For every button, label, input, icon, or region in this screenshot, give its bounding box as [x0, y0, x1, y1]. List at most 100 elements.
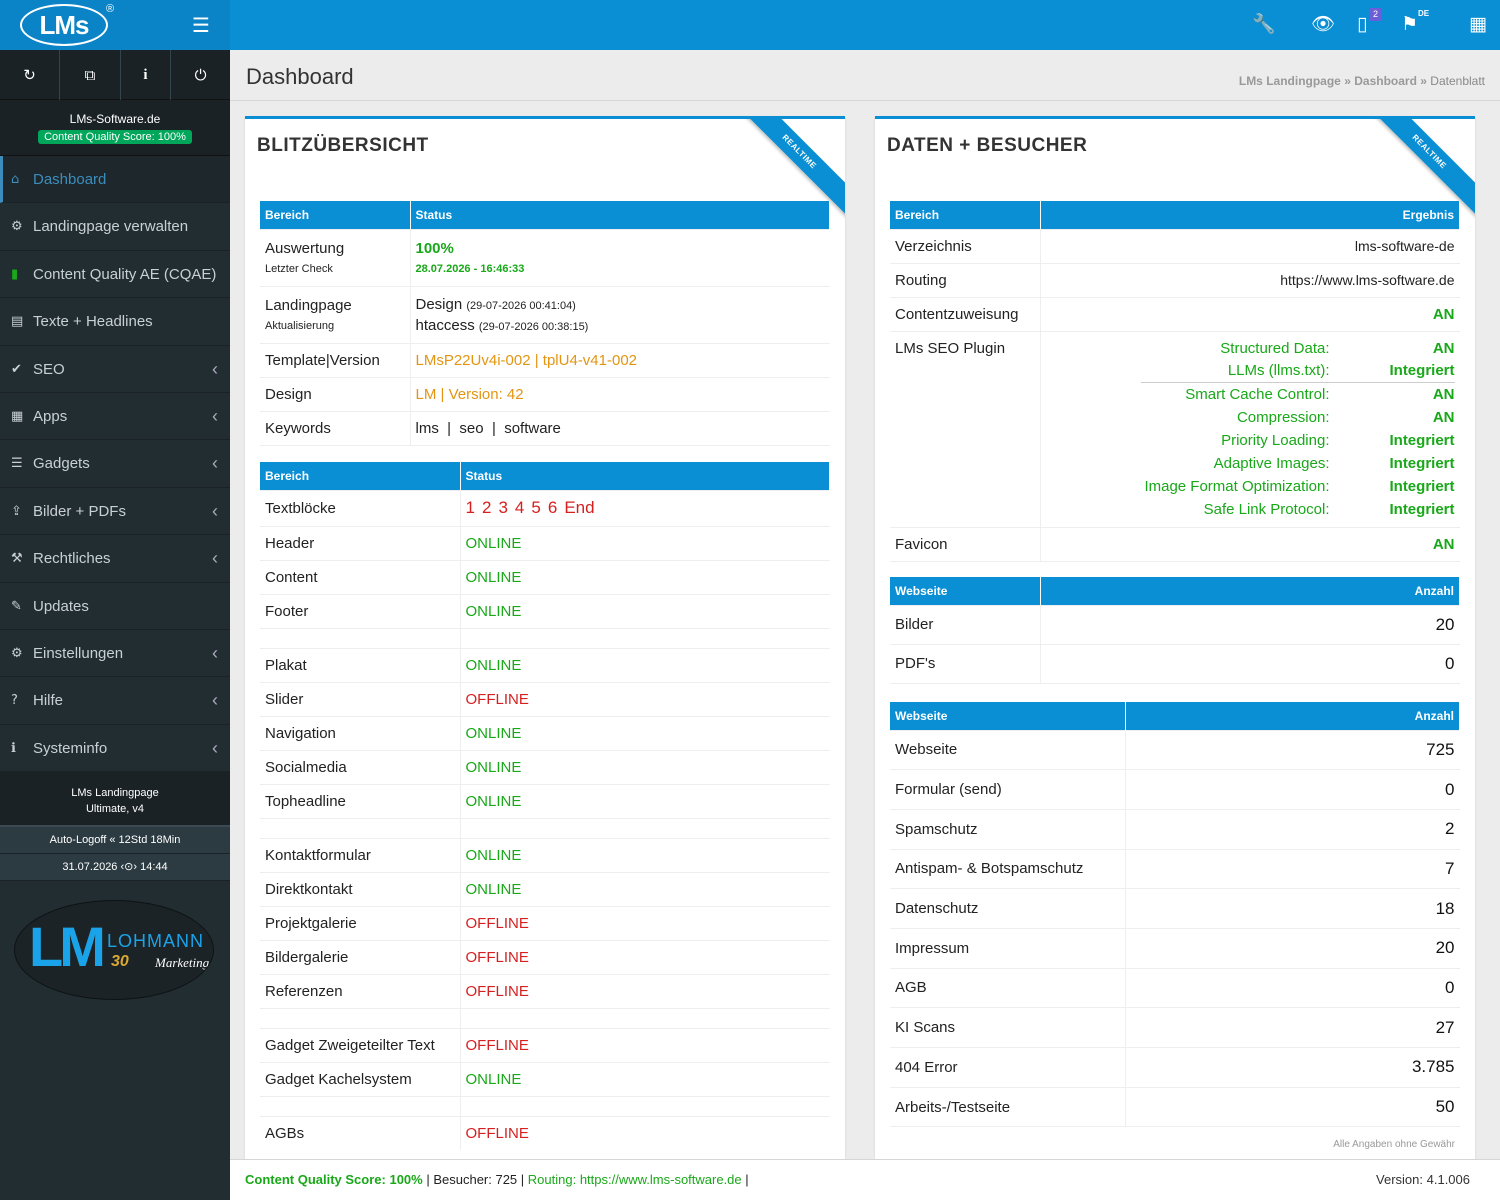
sidebar-item-systeminfo[interactable]: ℹ Systeminfo ‹: [0, 725, 230, 773]
version-box: LMs Landingpage Ultimate, v4: [0, 772, 230, 828]
disclaimer: Alle Angaben ohne Gewähr: [1333, 1139, 1455, 1150]
chevron-left-icon: ‹: [212, 737, 218, 758]
count-value: 20: [1125, 927, 1460, 969]
document-icon: ▤: [11, 314, 24, 330]
spacer-row: [260, 1007, 830, 1028]
table-row: Topheadline ONLINE: [260, 783, 830, 818]
sidebar-item-label: Apps: [33, 407, 68, 425]
sidebar-item-label: Einstellungen: [33, 644, 124, 662]
cogs-icon: ⚙: [11, 645, 23, 661]
breadcrumb-home[interactable]: LMs Landingpage: [1238, 74, 1341, 88]
table-row: Plakat ONLINE: [260, 647, 830, 682]
table-row: PDF's 0: [890, 643, 1460, 683]
lms-logo[interactable]: LMs: [20, 4, 108, 46]
sidebar-item-apps[interactable]: ▦ Apps ‹: [0, 393, 230, 441]
table-row: LMs SEO Plugin Structured Data: AN LLMs (l…: [890, 330, 1460, 527]
table-row: Gadget Kachelsystem ONLINE: [260, 1061, 830, 1096]
status-badge: ONLINE: [460, 837, 830, 872]
copy-icon[interactable]: ⧉: [84, 66, 96, 84]
overview-table: Bereich Status Auswertung Letzter Check 1…: [260, 201, 830, 446]
text-block-link[interactable]: 5: [531, 498, 541, 517]
table-header: Webseite Anzahl: [890, 702, 1460, 730]
seo-feature-row: Priority Loading: Integriert: [1221, 431, 1455, 449]
count-value: 3.785: [1125, 1047, 1460, 1088]
visitor-count-table: Webseite Anzahl Webseite 725 Formular (sen…: [890, 702, 1460, 1127]
sidebar-item-updates[interactable]: ✎ Updates: [0, 583, 230, 630]
table-row: Kontaktformular ONLINE: [260, 837, 830, 872]
sidebar-item-label: Rechtliches: [33, 550, 111, 568]
gear-icon: ⚙: [11, 219, 23, 235]
text-block-link[interactable]: 6: [547, 498, 558, 517]
footer-routing[interactable]: Routing: https://www.lms-software.de: [527, 1172, 742, 1187]
text-block-link[interactable]: 3: [498, 498, 508, 517]
text-block-link[interactable]: End: [564, 498, 595, 517]
sidebar-item-einstellungen[interactable]: ⚙ Einstellungen ‹: [0, 630, 230, 678]
sidebar-item-content-quality-ae-cqae[interactable]: ▮ Content Quality AE (CQAE): [0, 251, 230, 299]
tablet-icon[interactable]: ▯: [1357, 13, 1368, 35]
footer-quality: Content Quality Score: 100%: [245, 1172, 423, 1187]
count-value: 0: [1125, 769, 1460, 810]
text-block-link[interactable]: 1: [465, 498, 475, 517]
status-badge: ONLINE: [460, 559, 830, 594]
info-icon[interactable]: i: [143, 67, 148, 83]
chevron-left-icon: ‹: [212, 358, 218, 379]
grid-icon[interactable]: ▦: [1469, 13, 1487, 35]
text-block-link[interactable]: 2: [481, 498, 492, 517]
status-badge: ONLINE: [460, 1061, 830, 1096]
status-badge: ONLINE: [460, 749, 830, 784]
sidebar-item-gadgets[interactable]: ☰ Gadgets ‹: [0, 440, 230, 488]
table-row: Arbeits-/Testseite 50: [890, 1086, 1460, 1127]
table-row: Auswertung Letzter Check 100% 28.07.2026 -…: [260, 228, 830, 286]
divider: [120, 50, 121, 100]
refresh-icon[interactable]: ↻: [23, 66, 36, 84]
power-icon[interactable]: ⏻: [194, 66, 207, 84]
sidebar-item-texte-headlines[interactable]: ▤ Texte + Headlines: [0, 298, 230, 346]
text-block-links: 1 2 3 4 5 6 End: [460, 489, 830, 526]
cubes-icon: ▦: [11, 408, 24, 424]
table-row: KI Scans 27: [890, 1007, 1460, 1048]
status-badge: OFFLINE: [460, 973, 830, 1008]
menu-toggle-icon[interactable]: ☰: [192, 13, 210, 37]
sidebar-item-dashboard[interactable]: ⌂ Dashboard: [0, 156, 230, 204]
quality-score-badge: Content Quality Score: 100%: [38, 130, 192, 144]
flag-icon[interactable]: ⚑: [1401, 13, 1419, 35]
table-row: Socialmedia ONLINE: [260, 749, 830, 784]
wrench-icon: ✎: [11, 598, 22, 614]
sidebar-item-bilder-pdfs[interactable]: ⇪ Bilder + PDFs ‹: [0, 488, 230, 536]
site-name: LMs-Software.de: [69, 112, 161, 126]
routing-link[interactable]: https://www.lms-software.de: [1040, 262, 1460, 297]
table-row: AGBs OFFLINE: [260, 1115, 830, 1150]
sidebar-item-label: Bilder + PDFs: [33, 502, 126, 520]
spacer-row: [260, 627, 830, 648]
breadcrumb: LMs Landingpage » Dashboard » Datenblatt: [1238, 74, 1485, 88]
table-header: Bereich Status: [260, 462, 830, 490]
table-row: Spamschutz 2: [890, 808, 1460, 850]
date-time: 31.07.2026 ‹⊙› 14:44: [0, 854, 230, 882]
table-row: Bilder 20: [890, 604, 1460, 644]
text-block-link[interactable]: 4: [514, 498, 525, 517]
seo-feature-row: Image Format Optimization: Integriert: [1144, 477, 1455, 495]
eye-icon[interactable]: 👁: [1311, 13, 1336, 35]
status-badge: ONLINE: [460, 525, 830, 560]
sidebar-item-label: Texte + Headlines: [33, 313, 153, 331]
status-badge: OFFLINE: [460, 939, 830, 974]
table-row: Datenschutz 18: [890, 888, 1460, 929]
sidebar-item-seo[interactable]: ✔ SEO ‹: [0, 346, 230, 393]
gavel-icon: ⚒: [11, 551, 23, 567]
table-row: AGB 0: [890, 967, 1460, 1008]
chevron-left-icon: ‹: [212, 453, 218, 474]
table-row: Impressum 20: [890, 927, 1460, 969]
page-title: Dashboard: [246, 64, 354, 89]
wrench-icon[interactable]: 🔧: [1252, 13, 1276, 35]
sidebar-item-rechtliches[interactable]: ⚒ Rechtliches ‹: [0, 535, 230, 583]
sidebar-item-hilfe[interactable]: ? Hilfe ‹: [0, 677, 230, 725]
divider: [59, 50, 60, 100]
daten-besucher-panel: DATEN + BESUCHER REALTIME Bereich Ergebn…: [875, 116, 1475, 1159]
status-badge: OFFLINE: [460, 681, 830, 716]
count-value: 725: [1125, 729, 1460, 770]
sidebar-item-landingpage-verwalten[interactable]: ⚙ Landingpage verwalten: [0, 203, 230, 251]
status-badge: OFFLINE: [460, 1027, 830, 1062]
breadcrumb-dashboard[interactable]: Dashboard: [1354, 74, 1417, 88]
product-edition: Ultimate, v4: [85, 803, 145, 816]
count-value: 18: [1125, 888, 1460, 929]
